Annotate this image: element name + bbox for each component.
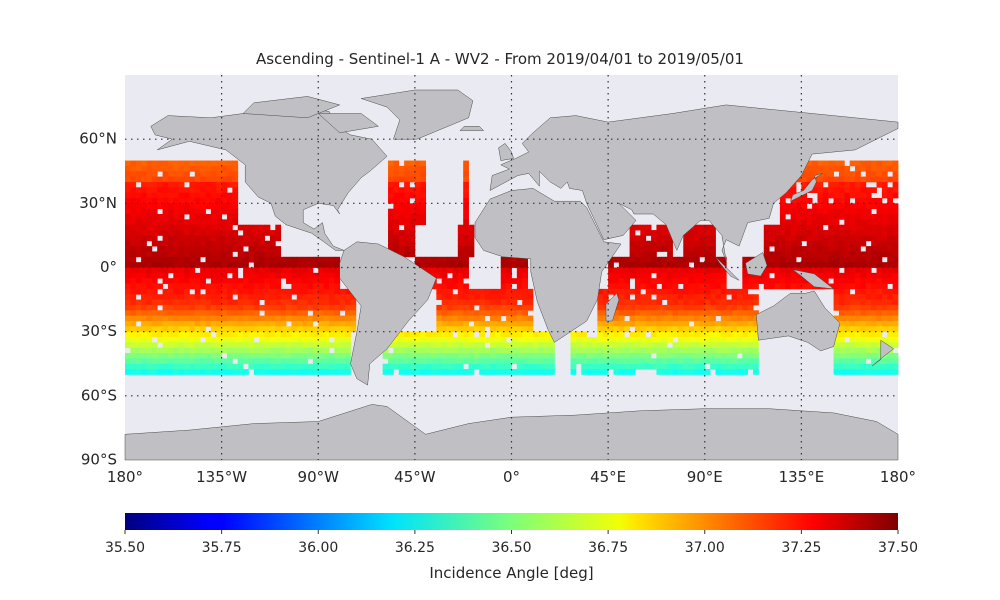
land-borneo: [745, 252, 768, 277]
colorbar: 35.50 35.75 36.00 36.25 36.50 36.75 37.00 37.25…: [105, 513, 918, 582]
colorbar-tick-label: 36.00: [298, 540, 338, 556]
longitude-labels: 180° 135°W 90°W 45°W 0° 45°E 90°E 135°E 180°: [107, 468, 916, 486]
lon-label: 45°E: [590, 468, 626, 486]
lon-label: 90°W: [298, 468, 340, 486]
land-eurasia: [489, 104, 899, 262]
colorbar-tick-label: 37.00: [685, 540, 725, 556]
colorbar-tick-label: 36.50: [491, 540, 531, 556]
latitude-labels: 60°N 30°N 0° 30°S 60°S 90°S: [79, 130, 117, 469]
lat-label: 30°N: [79, 194, 117, 212]
lat-label: 90°S: [81, 451, 117, 469]
colorbar-ticks: 35.50 35.75 36.00 36.25 36.50 36.75 37.00 37.25…: [105, 530, 918, 556]
land-iceland: [459, 126, 485, 131]
map-title: Ascending - Sentinel-1 A - WV2 - From 20…: [256, 50, 744, 68]
land-africa: [474, 188, 622, 343]
land-great-britain: [498, 143, 514, 161]
colorbar-tick-label: 35.75: [202, 540, 242, 556]
colorbar-tick-label: 36.25: [395, 540, 435, 556]
incidence-angle-data: [125, 160, 899, 375]
map-axes: [124, 75, 899, 461]
land-new-guinea: [792, 269, 835, 290]
land-baffin-island: [317, 113, 380, 134]
land-new-zealand: [872, 339, 895, 367]
colorbar-gradient: [125, 513, 898, 530]
land-japan: [790, 173, 823, 202]
colorbar-label: Incidence Angle [deg]: [429, 564, 593, 582]
lat-label: 0°: [100, 258, 117, 276]
lon-label: 180°: [880, 468, 916, 486]
lon-label: 135°E: [779, 468, 825, 486]
lat-label: 30°S: [81, 322, 117, 340]
lat-label: 60°N: [79, 130, 117, 148]
land-madagascar: [605, 292, 620, 322]
lon-label: 45°W: [394, 468, 436, 486]
graticule: [125, 75, 898, 460]
colorbar-tick-label: 35.50: [105, 540, 145, 556]
colorbar-tick-label: 37.50: [878, 540, 918, 556]
colorbar-tick-label: 37.25: [781, 540, 821, 556]
land-south-america: [339, 241, 437, 386]
land-arctic-islands: [242, 96, 341, 119]
lat-label: 60°S: [81, 386, 117, 404]
lon-label: 180°: [107, 468, 143, 486]
land-sumatra: [715, 256, 740, 281]
lon-label: 135°W: [196, 468, 247, 486]
lon-label: 0°: [503, 468, 520, 486]
colorbar-tick-label: 36.75: [588, 540, 628, 556]
lon-label: 90°E: [687, 468, 723, 486]
land-greenland: [361, 89, 474, 140]
land-australia: [756, 290, 841, 352]
